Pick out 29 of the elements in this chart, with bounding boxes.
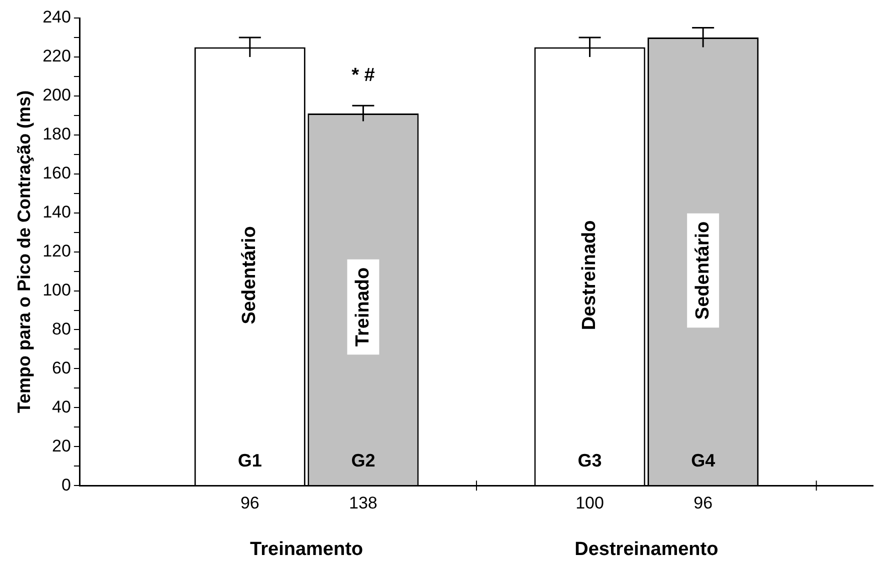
annotation: Sedentário <box>239 226 260 324</box>
y-tick-label: 180 <box>42 124 71 144</box>
y-tick-label: 20 <box>52 436 71 456</box>
y-tick-label: 120 <box>42 241 71 260</box>
y-tick-label: 220 <box>42 46 71 66</box>
y-tick-label: 160 <box>42 164 71 183</box>
annotation: G1 <box>238 450 262 471</box>
text: Treinamento <box>250 538 364 560</box>
x-tick-label: 96 <box>240 493 260 512</box>
text: Destreinamento <box>574 538 718 560</box>
annotation: G2 <box>351 450 376 471</box>
annotation: G3 <box>578 450 602 471</box>
y-tick-label: 40 <box>52 397 71 416</box>
annotation: * # <box>352 64 376 86</box>
y-tick-label: 0 <box>61 475 71 494</box>
y-tick-label: 100 <box>42 280 71 300</box>
annotation: G4 <box>691 450 716 471</box>
y-tick-label: 240 <box>42 8 71 27</box>
y-tick-label: 80 <box>52 319 71 338</box>
annotation: Treinado <box>352 267 374 347</box>
x-tick-label: 100 <box>576 493 604 512</box>
x-tick-label: 96 <box>694 493 713 512</box>
y-tick-label: 200 <box>42 86 71 105</box>
y-tick-label: 140 <box>42 202 71 222</box>
y-axis-title: Tempo para o Pico de Contração (ms) <box>14 90 34 414</box>
y-tick-label: 60 <box>52 358 71 378</box>
x-tick-label: 138 <box>349 493 378 512</box>
annotation: Destreinado <box>579 220 600 330</box>
annotation: Sedentário <box>692 221 714 320</box>
